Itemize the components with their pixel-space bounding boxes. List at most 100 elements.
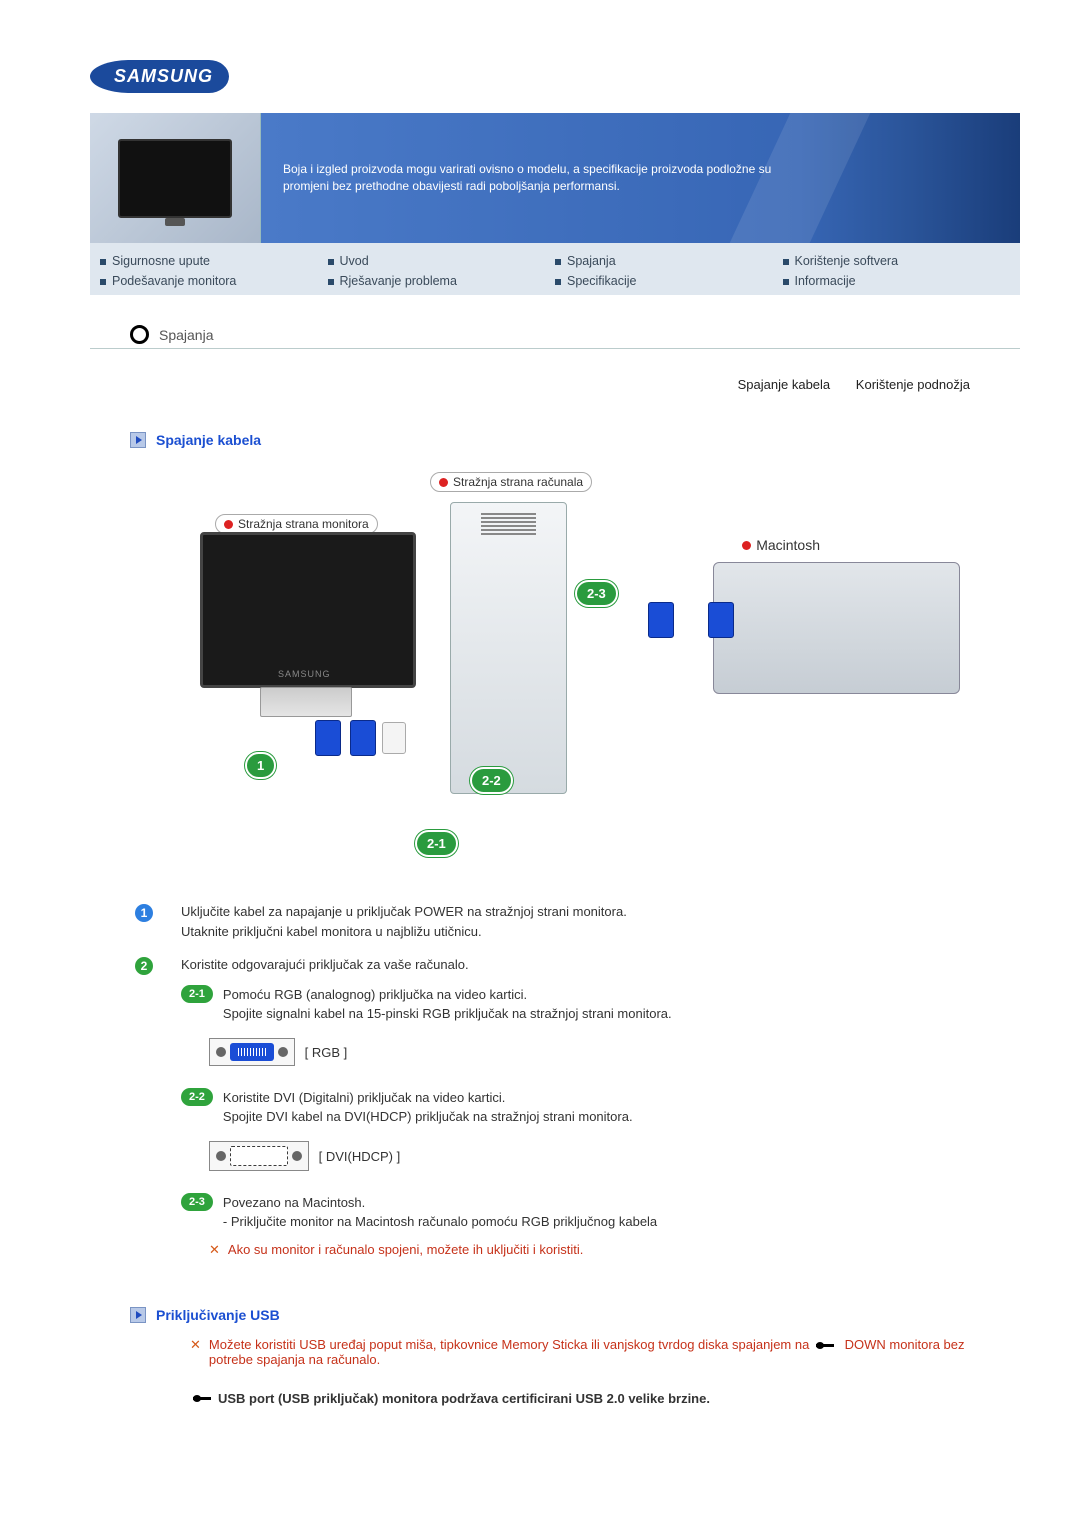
sub-badge-22: 2-2 — [181, 1088, 213, 1106]
nav-item[interactable]: Uvod — [328, 251, 556, 271]
plug-icon — [315, 720, 341, 756]
rgb-port-icon — [230, 1043, 274, 1061]
usb-note-a: Možete koristiti USB uređaj poput miša, … — [209, 1337, 809, 1352]
plug-icon — [648, 602, 674, 638]
sub-line: Pomoću RGB (analognog) priključka na vid… — [223, 985, 672, 1005]
x-icon: ✕ — [190, 1337, 201, 1353]
diagram-badge-22: 2-2 — [470, 767, 513, 794]
diagram-label-pc-back: Stražnja strana računala — [430, 472, 592, 492]
plug-icon — [382, 722, 406, 754]
list-item: 2 Koristite odgovarajući priključak za v… — [135, 955, 970, 1259]
list-item: 1 Uključite kabel za napajanje u priklju… — [135, 902, 970, 941]
monitor-icon — [118, 139, 232, 218]
bullet-icon — [783, 279, 789, 285]
bullet-icon — [555, 259, 561, 265]
diagram-pc-tower — [450, 502, 567, 794]
tab-cable[interactable]: Spajanje kabela — [738, 377, 831, 392]
nav-label: Uvod — [340, 254, 369, 268]
bullet-icon — [555, 279, 561, 285]
bullet-icon — [100, 259, 106, 265]
plug-icon — [350, 720, 376, 756]
screw-icon — [216, 1151, 226, 1161]
step-badge-1: 1 — [135, 904, 153, 922]
diagram-label-text: Stražnja strana monitora — [238, 517, 369, 531]
step-line: Utaknite priključni kabel monitora u naj… — [181, 922, 627, 942]
connection-diagram: Stražnja strana računala Stražnja strana… — [150, 462, 970, 872]
sub-line: Spojite signalni kabel na 15-pinski RGB … — [223, 1004, 672, 1024]
diagram-label-text: Macintosh — [756, 537, 820, 553]
tab-stand[interactable]: Korištenje podnožja — [856, 377, 970, 392]
screw-icon — [216, 1047, 226, 1057]
nav-item[interactable]: Sigurnosne upute — [100, 251, 328, 271]
bullet-icon — [783, 259, 789, 265]
nav-item[interactable]: Podešavanje monitora — [100, 271, 328, 291]
nav-item[interactable]: Korištenje softvera — [783, 251, 1011, 271]
step-badge-2: 2 — [135, 957, 153, 975]
nav-label: Specifikacije — [567, 274, 636, 288]
play-icon — [130, 1307, 146, 1323]
hero-text-content: Boja i izgled proizvoda mogu varirati ov… — [283, 161, 778, 195]
nav-item[interactable]: Informacije — [783, 271, 1011, 291]
bullet-icon — [100, 279, 106, 285]
nav-item[interactable]: Specifikacije — [555, 271, 783, 291]
main-nav: Sigurnosne upute Uvod Spajanja Korištenj… — [90, 243, 1020, 295]
sub-line: - Priključite monitor na Macintosh račun… — [223, 1212, 657, 1232]
section-title: Spajanje kabela — [156, 432, 261, 448]
dvi-port-icon — [230, 1146, 288, 1166]
bullet-icon — [328, 279, 334, 285]
section-title-row: Priključivanje USB — [130, 1307, 1020, 1323]
vent-icon — [481, 513, 536, 537]
diagram-monitor-ports — [260, 687, 352, 717]
nav-label: Podešavanje monitora — [112, 274, 236, 288]
sub-badge-23: 2-3 — [181, 1193, 213, 1211]
step-line: Uključite kabel za napajanje u priključa… — [181, 902, 627, 922]
usb-icon — [816, 1340, 838, 1352]
diagram-label-text: Stražnja strana računala — [453, 475, 583, 489]
hero-decor — [800, 113, 1020, 243]
step-text: Uključite kabel za napajanje u priključa… — [181, 902, 627, 941]
sub-line: Koristite DVI (Digitalni) priključak na … — [223, 1088, 633, 1108]
sub-item: 2-1 Pomoću RGB (analognog) priključka na… — [181, 985, 672, 1024]
circle-icon — [130, 325, 149, 344]
diagram-label-mac: Macintosh — [742, 537, 820, 553]
nav-label: Korištenje softvera — [795, 254, 899, 268]
note-row: ✕ Ako su monitor i računalo spojeni, mož… — [209, 1240, 672, 1260]
connector-label: [ RGB ] — [305, 1045, 348, 1060]
section-title: Priključivanje USB — [156, 1307, 280, 1323]
nav-item[interactable]: Rješavanje problema — [328, 271, 556, 291]
x-icon: ✕ — [209, 1240, 220, 1260]
diagram-badge-23: 2-3 — [575, 580, 618, 607]
dvi-connector-illustration — [209, 1141, 309, 1171]
usb-port-text: USB port (USB priključak) monitora podrž… — [218, 1391, 710, 1406]
red-dot-icon — [742, 541, 751, 550]
brand-logo: SAMSUNG — [90, 60, 229, 93]
tabs-row: Spajanje kabela Korištenje podnožja — [90, 349, 1020, 398]
screw-icon — [278, 1047, 288, 1057]
subheading-text: Spajanja — [159, 327, 214, 343]
sub-line: Povezano na Macintosh. — [223, 1193, 657, 1213]
sub-item: 2-2 Koristite DVI (Digitalni) priključak… — [181, 1088, 672, 1127]
nav-label: Spajanja — [567, 254, 616, 268]
diagram-mac — [713, 562, 960, 694]
nav-item[interactable]: Spajanja — [555, 251, 783, 271]
red-dot-icon — [439, 478, 448, 487]
sub-badge-21: 2-1 — [181, 985, 213, 1003]
diagram-label-monitor-back: Stražnja strana monitora — [215, 514, 378, 534]
note-text: Ako su monitor i računalo spojeni, možet… — [228, 1240, 583, 1260]
diagram-monitor — [200, 532, 416, 688]
usb-port-line: USB port (USB priključak) monitora podrž… — [190, 1391, 970, 1406]
sub-item: 2-3 Povezano na Macintosh. - Priključite… — [181, 1193, 672, 1232]
usb-note-text: Možete koristiti USB uređaj poput miša, … — [209, 1337, 970, 1367]
nav-label: Informacije — [795, 274, 856, 288]
play-icon — [130, 432, 146, 448]
hero-product-thumb — [90, 113, 261, 243]
bullet-icon — [328, 259, 334, 265]
usb-icon — [193, 1393, 215, 1405]
rgb-connector-illustration — [209, 1038, 295, 1066]
sub-line: Spojite DVI kabel na DVI(HDCP) priključa… — [223, 1107, 633, 1127]
nav-label: Rješavanje problema — [340, 274, 457, 288]
nav-label: Sigurnosne upute — [112, 254, 210, 268]
diagram-badge-1: 1 — [245, 752, 276, 779]
subheading-row: Spajanja — [90, 325, 1020, 349]
hero-banner: Boja i izgled proizvoda mogu varirati ov… — [90, 113, 1020, 243]
